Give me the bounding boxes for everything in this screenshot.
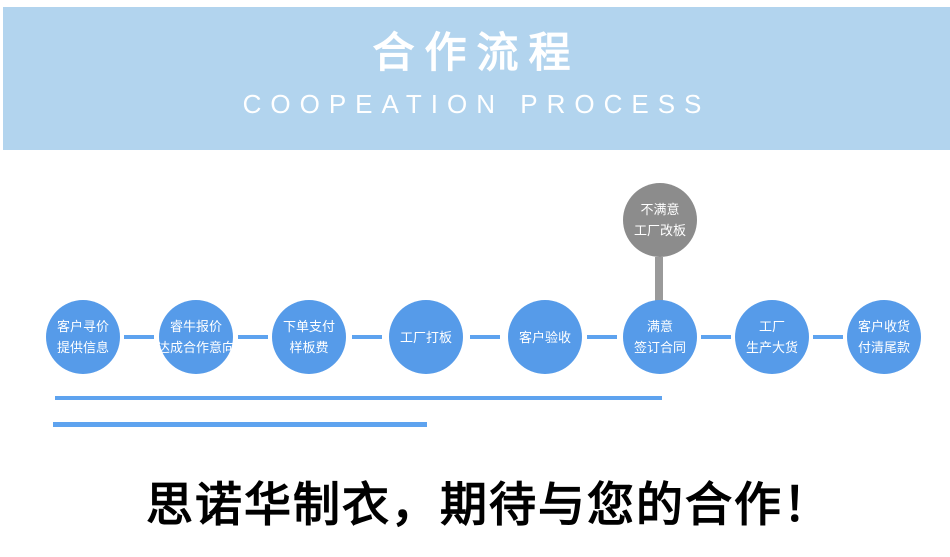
step-1-line2: 提供信息 (56, 340, 109, 355)
step-circle-1: 客户寻价 提供信息 (46, 300, 120, 374)
step-2-line2: 达成合作意向 (157, 340, 236, 355)
step-3-line1: 下单支付 (282, 319, 335, 334)
branch-connector-line (655, 257, 663, 301)
divider-line-long (55, 396, 662, 400)
branch-step-line2: 工厂改板 (633, 223, 686, 238)
step-6-line2: 签订合同 (633, 340, 686, 355)
flow-connector-4-5 (470, 335, 500, 339)
step-circle-6: 满意 签订合同 (623, 300, 697, 374)
step-7-line2: 生产大货 (745, 340, 798, 355)
step-circle-4: 工厂打板 (389, 300, 463, 374)
step-1-line1: 客户寻价 (56, 319, 109, 334)
step-circle-2: 睿牛报价 达成合作意向 (157, 300, 236, 374)
page-subtitle: COOPEATION PROCESS (242, 89, 711, 120)
flow-connector-7-8 (813, 335, 843, 339)
divider-line-short (53, 422, 427, 427)
step-circle-8: 客户收货 付清尾款 (847, 300, 921, 374)
step-3-line2: 样板费 (289, 340, 329, 355)
branch-step-circle-not-satisfied: 不满意 工厂改板 (623, 183, 697, 257)
step-7-line1: 工厂 (758, 319, 785, 334)
step-6-line1: 满意 (646, 319, 673, 334)
flow-connector-3-4 (352, 335, 382, 339)
step-5-line1: 客户验收 (518, 329, 571, 345)
step-2-line1: 睿牛报价 (169, 319, 222, 334)
step-8-line1: 客户收货 (857, 319, 910, 334)
step-circle-7: 工厂 生产大货 (735, 300, 809, 374)
page-title: 合作流程 (372, 29, 581, 76)
branch-step-line1: 不满意 (640, 202, 680, 217)
flow-connector-1-2 (124, 335, 154, 339)
flow-connector-6-7 (701, 335, 731, 339)
footer-slogan: 思诺华制衣，期待与您的合作！ (146, 480, 832, 532)
flow-connector-2-3 (238, 335, 268, 339)
flow-connector-5-6 (587, 335, 617, 339)
step-8-line2: 付清尾款 (857, 340, 910, 355)
step-circle-3: 下单支付 样板费 (272, 300, 346, 374)
step-circle-5: 客户验收 (508, 300, 582, 374)
header-banner: 合作流程 COOPEATION PROCESS (3, 7, 950, 150)
step-4-line1: 工厂打板 (399, 329, 452, 345)
